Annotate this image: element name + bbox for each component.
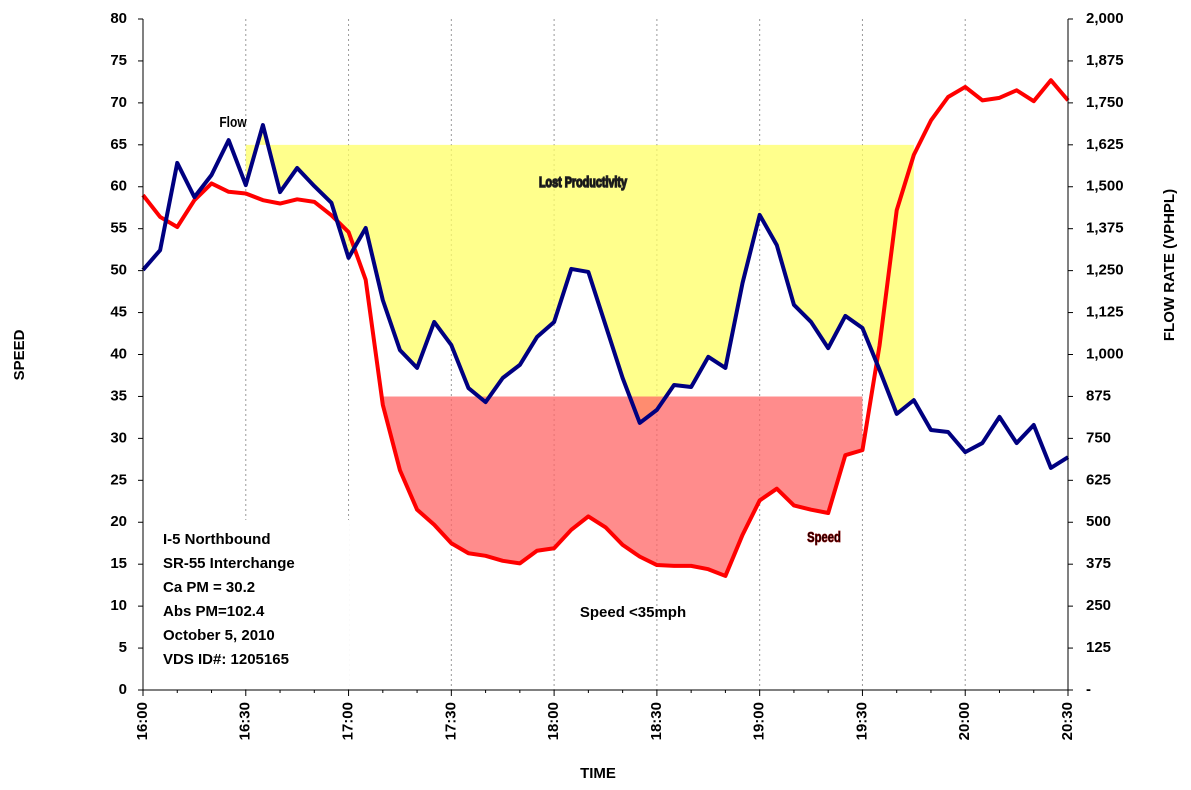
x-tick-label: 16:30	[237, 702, 254, 740]
y2-tick-label: 875	[1086, 387, 1111, 404]
y-tick-label: 40	[110, 345, 127, 362]
x-tick-label: 19:30	[853, 702, 870, 740]
y-tick-label: 20	[110, 513, 127, 530]
y2-tick-label: 1,500	[1086, 178, 1124, 195]
y-tick-label: 55	[110, 220, 127, 237]
y-axis-title: SPEED	[11, 329, 28, 380]
y-tick-label: 65	[110, 136, 127, 153]
x-tick-label: 16:00	[134, 702, 151, 740]
series-line	[141, 123, 1070, 470]
x-axis-title: TIME	[580, 765, 616, 782]
y2-tick-label: 1,875	[1086, 52, 1124, 69]
y-tick-label: 50	[110, 262, 127, 279]
x-tick-label: 18:30	[648, 702, 665, 740]
x-tick-label: 17:30	[442, 702, 459, 740]
y-tick-label: 80	[110, 10, 127, 27]
y2-tick-label: 2,000	[1086, 10, 1124, 27]
region	[245, 125, 914, 423]
y-tick-label: 10	[110, 597, 127, 614]
y2-tick-label: 750	[1086, 429, 1111, 446]
y2-tick-label: 1,625	[1086, 136, 1124, 153]
region-label: Speed <35mph	[580, 604, 686, 621]
x-tick-label: 20:30	[1059, 702, 1076, 740]
info-box	[144, 520, 349, 689]
y2-tick-label: 1,000	[1086, 345, 1124, 362]
x-tick-label: 18:00	[545, 702, 562, 740]
y-tick-label: 45	[110, 304, 127, 321]
y2-tick-label: 1,125	[1086, 304, 1124, 321]
y2-tick-label: 1,375	[1086, 220, 1124, 237]
y-tick-label: 15	[110, 555, 127, 572]
region-label: Lost Productivity	[539, 173, 628, 190]
info-line: SR-55 Interchange	[163, 555, 295, 572]
info-line: VDS ID#: 1205165	[163, 651, 289, 668]
y2-tick-label: 1,250	[1086, 262, 1124, 279]
series-line	[141, 78, 1070, 578]
x-tick-label: 19:00	[751, 702, 768, 740]
y2-tick-label: 625	[1086, 471, 1111, 488]
y-tick-label: 60	[110, 178, 127, 195]
x-tick-label: 17:00	[340, 702, 357, 740]
y-tick-label: 0	[119, 681, 127, 698]
y-tick-label: 5	[119, 639, 127, 656]
info-line: Ca PM = 30.2	[163, 579, 255, 596]
x-tick-label: 20:00	[956, 702, 973, 740]
y-tick-label: 70	[110, 94, 127, 111]
info-line: Abs PM=102.4	[163, 603, 265, 620]
y2-tick-label: 125	[1086, 639, 1111, 656]
y-tick-label: 30	[110, 429, 127, 446]
y-tick-label: 75	[110, 52, 127, 69]
y2-tick-label: 1,750	[1086, 94, 1124, 111]
info-line: I-5 Northbound	[163, 531, 270, 548]
y2-tick-label: 375	[1086, 555, 1111, 572]
y2-axis-title: FLOW RATE (VPHPL)	[1161, 189, 1178, 341]
y2-tick-label: 250	[1086, 597, 1111, 614]
y2-tick-label: 500	[1086, 513, 1111, 530]
info-line: October 5, 2010	[163, 627, 275, 644]
series-label: Speed	[807, 528, 841, 545]
y-tick-label: 25	[110, 471, 127, 488]
y-tick-label: 35	[110, 387, 127, 404]
series-label: Flow	[219, 114, 247, 131]
y2-tick-label: -	[1086, 681, 1091, 698]
